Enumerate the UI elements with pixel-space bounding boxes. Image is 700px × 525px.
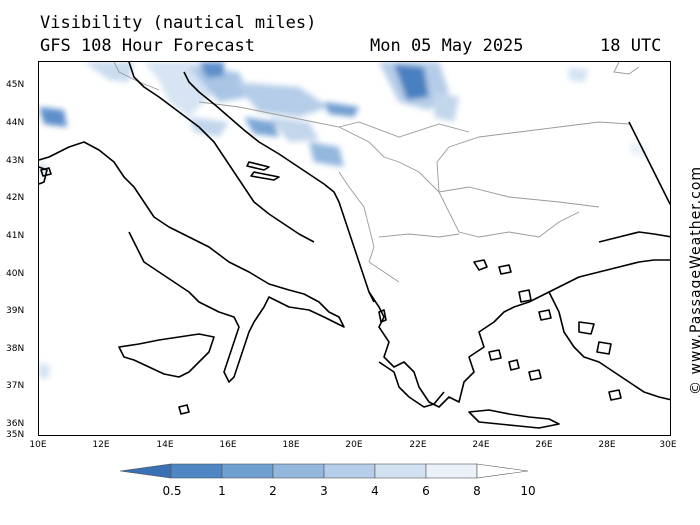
forecast-subtitle: GFS 108 Hour Forecast — [40, 36, 255, 56]
colorbar-label: 4 — [371, 484, 379, 498]
lat-label: 41N — [6, 231, 25, 241]
map-title: Visibility (nautical miles) — [40, 13, 317, 33]
lon-label: 20E — [345, 440, 363, 450]
colorbar-label: 8 — [473, 484, 481, 498]
lat-label: 42N — [6, 193, 25, 203]
colorbar — [119, 463, 529, 479]
lat-label: 36N — [6, 419, 25, 429]
visibility-shading — [39, 62, 649, 380]
colorbar-label: 0.5 — [162, 484, 182, 498]
colorbar-segment — [374, 463, 427, 479]
colorbar-segment — [476, 463, 529, 479]
colorbar-label: 1 — [218, 484, 226, 498]
lat-label: 43N — [6, 156, 25, 166]
lon-label: 22E — [409, 440, 427, 450]
lat-label: 38N — [6, 344, 25, 354]
credit-watermark: © www.PassageWeather.com — [688, 165, 700, 395]
lon-label: 28E — [598, 440, 616, 450]
colorbar-segment — [221, 463, 274, 479]
forecast-date: Mon 05 May 2025 — [370, 36, 524, 56]
lat-label: 37N — [6, 381, 25, 391]
colorbar-label: 2 — [269, 484, 277, 498]
lon-label: 26E — [535, 440, 553, 450]
lon-label: 12E — [92, 440, 110, 450]
map-canvas — [39, 62, 670, 429]
lon-label: 16E — [219, 440, 237, 450]
colorbar-segment — [170, 463, 223, 479]
lat-label: 35N — [6, 430, 25, 440]
lon-label: 24E — [472, 440, 490, 450]
visibility-map — [38, 61, 671, 436]
lat-label: 45N — [6, 80, 25, 90]
coastlines — [39, 62, 670, 429]
lat-label: 40N — [6, 269, 25, 279]
colorbar-segment — [425, 463, 478, 479]
forecast-hour: 18 UTC — [600, 36, 662, 56]
colorbar-segment — [323, 463, 376, 479]
lon-label: 18E — [282, 440, 300, 450]
colorbar-segment — [272, 463, 325, 479]
colorbar-label: 10 — [520, 484, 536, 498]
lat-label: 39N — [6, 306, 25, 316]
lat-label: 44N — [6, 118, 25, 128]
colorbar-segment — [119, 463, 172, 479]
lon-label: 10E — [29, 440, 47, 450]
lon-label: 14E — [156, 440, 174, 450]
lon-label: 30E — [659, 440, 677, 450]
colorbar-label: 3 — [320, 484, 328, 498]
colorbar-label: 6 — [422, 484, 430, 498]
country-borders — [113, 62, 640, 283]
